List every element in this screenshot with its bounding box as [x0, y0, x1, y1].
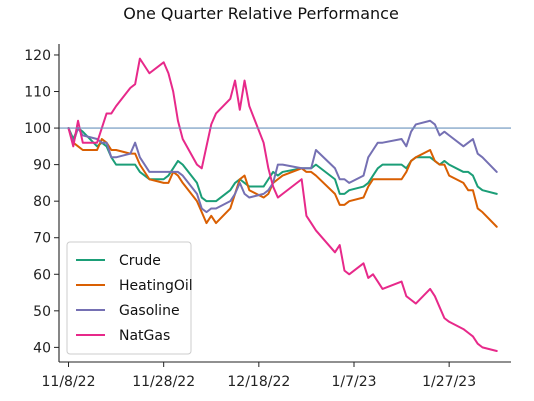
y-tick-label: 70	[33, 231, 51, 247]
x-tick-label: 1/27/23	[422, 374, 476, 390]
x-tick-label: 11/8/22	[42, 374, 96, 390]
axes: 40 50 60 70 80 90 100 110 120 11/8/22 11/28/22 12/1…	[24, 44, 511, 390]
plot-area	[59, 57, 511, 353]
legend-label-natgas: NatGas	[119, 328, 170, 344]
series-line-gasoline	[67, 119, 498, 214]
y-tick-label: 60	[33, 267, 51, 283]
legend-label-gasoline: Gasoline	[119, 303, 180, 319]
legend-box	[66, 241, 192, 355]
y-tick-label: 100	[24, 121, 51, 137]
legend-label-crude: Crude	[119, 253, 161, 269]
series-line-heatingoil	[67, 127, 498, 228]
series-line-crude	[67, 127, 498, 203]
y-tick-label: 120	[24, 48, 51, 64]
y-tick-label: 90	[33, 158, 51, 174]
x-tick-label: 1/7/23	[331, 374, 376, 390]
series-line-natgas	[67, 57, 498, 353]
legend-label-heatingoil: HeatingOil	[119, 278, 193, 294]
legend: Crude HeatingOil Gasoline NatGas	[66, 241, 193, 355]
y-tick-label: 110	[24, 85, 51, 101]
y-tick-label: 80	[33, 194, 51, 210]
chart-title: One Quarter Relative Performance	[123, 4, 399, 23]
x-tick-label: 12/18/22	[227, 374, 290, 390]
y-tick-label: 40	[33, 340, 51, 356]
x-tick-label: 11/28/22	[132, 374, 195, 390]
y-tick-label: 50	[33, 304, 51, 320]
